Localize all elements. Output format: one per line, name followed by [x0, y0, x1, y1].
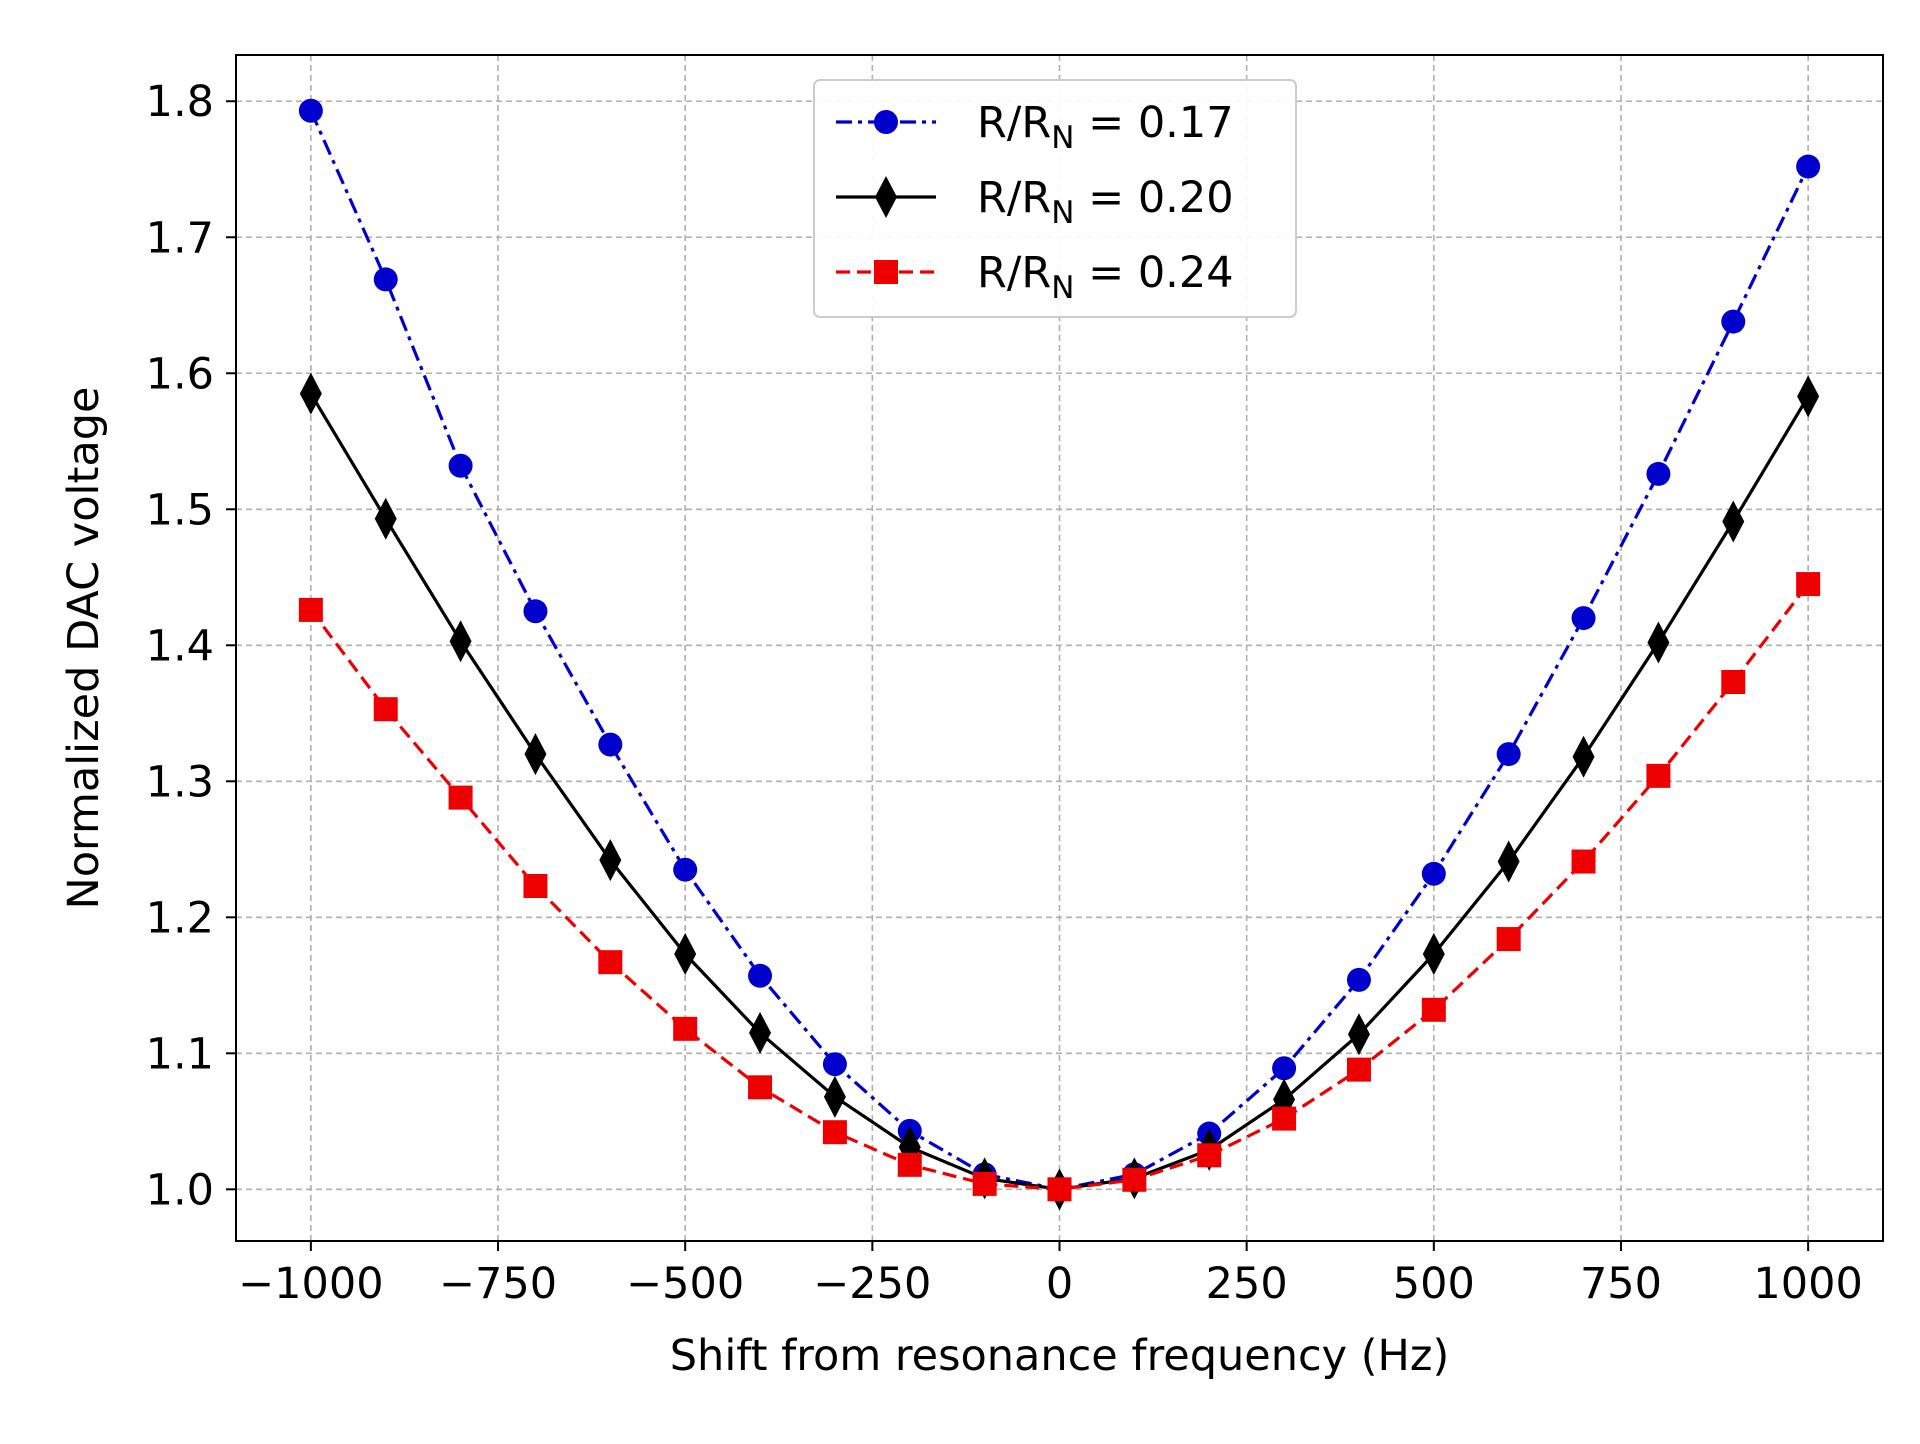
- data-point-marker: [673, 1016, 698, 1041]
- data-point-marker: [1797, 375, 1820, 418]
- data-point-marker: [298, 597, 323, 622]
- legend-marker-swatch: [874, 260, 898, 284]
- y-tick-label: 1.6: [146, 349, 214, 399]
- data-point-marker: [1197, 1143, 1222, 1168]
- data-point-marker: [1571, 849, 1596, 874]
- data-point-marker: [1272, 1056, 1297, 1081]
- data-point-marker: [749, 1011, 772, 1054]
- data-point-marker: [523, 874, 548, 899]
- data-point-marker: [598, 950, 623, 975]
- data-point-marker: [1272, 1106, 1297, 1131]
- legend-label-subscript: N: [1051, 120, 1074, 156]
- data-point-marker: [1497, 840, 1520, 883]
- data-point-marker: [374, 497, 397, 540]
- data-point-marker: [1347, 1013, 1370, 1056]
- data-point-marker: [674, 933, 697, 976]
- data-point-marker: [1346, 967, 1371, 992]
- x-tick-label: −250: [813, 1259, 931, 1309]
- data-point-marker: [523, 599, 548, 624]
- data-point-marker: [449, 620, 472, 663]
- data-point-marker: [373, 697, 398, 722]
- data-point-marker: [1646, 461, 1671, 486]
- y-tick-label: 1.8: [146, 77, 214, 127]
- legend-label-prefix: R/R: [977, 173, 1051, 223]
- legend-marker-swatch: [875, 176, 897, 218]
- legend-label-value: = 0.17: [1074, 98, 1233, 148]
- y-tick-label: 1.1: [146, 1029, 214, 1079]
- data-point-marker: [748, 1075, 773, 1100]
- legend-label-value: = 0.20: [1074, 173, 1233, 223]
- legend-label-prefix: R/R: [977, 98, 1051, 148]
- y-tick-label: 1.0: [146, 1165, 214, 1215]
- data-point-marker: [1721, 670, 1746, 695]
- x-tick-label: 500: [1393, 1259, 1475, 1309]
- data-point-marker: [822, 1052, 847, 1077]
- data-point-marker: [599, 839, 622, 882]
- data-point-marker: [1721, 309, 1746, 334]
- legend-label: R/RN = 0.20: [977, 173, 1234, 231]
- data-point-marker: [1421, 861, 1446, 886]
- legend-box: [813, 79, 1297, 318]
- data-point-marker: [1571, 606, 1596, 631]
- data-point-marker: [1796, 572, 1821, 597]
- data-point-marker: [1496, 927, 1521, 952]
- legend-entry-1: R/RN = 0.17: [836, 98, 1234, 156]
- y-tick-label: 1.7: [146, 213, 214, 263]
- data-point-marker: [448, 785, 473, 810]
- x-tick-label: 0: [1046, 1259, 1073, 1309]
- data-point-marker: [897, 1152, 922, 1177]
- data-point-marker: [1647, 621, 1670, 664]
- legend-label-subscript: N: [1051, 195, 1074, 231]
- x-tick-label: −1000: [238, 1259, 383, 1309]
- data-point-marker: [823, 1075, 846, 1118]
- data-point-marker: [972, 1171, 997, 1196]
- data-point-marker: [1421, 997, 1446, 1022]
- series-3: [298, 572, 1821, 1202]
- y-tick-label: 1.3: [146, 757, 214, 807]
- x-tick-label: 750: [1580, 1259, 1662, 1309]
- y-tick-label: 1.2: [146, 893, 214, 943]
- legend-label-value: = 0.24: [1074, 248, 1233, 298]
- data-point-marker: [373, 267, 398, 292]
- series-layer: [298, 98, 1821, 1211]
- x-tick-label: 250: [1206, 1259, 1288, 1309]
- legend-label: R/RN = 0.17: [977, 98, 1234, 156]
- data-point-marker: [1496, 742, 1521, 767]
- legend-label: R/RN = 0.24: [977, 248, 1234, 306]
- x-tick-label: 1000: [1753, 1259, 1862, 1309]
- data-point-marker: [1646, 763, 1671, 788]
- data-point-marker: [1572, 735, 1595, 778]
- x-axis-label: Shift from resonance frequency (Hz): [670, 1331, 1449, 1381]
- data-point-marker: [1722, 500, 1745, 543]
- legend-label-prefix: R/R: [977, 248, 1051, 298]
- data-point-marker: [748, 963, 773, 988]
- y-tick-label: 1.5: [146, 485, 214, 535]
- axis-ticks: −1000 −750 −500 −250 0 250 500 750 1000 1.0 1.1 1.2…: [146, 77, 1863, 1309]
- legend-marker-swatch: [874, 110, 898, 134]
- data-point-marker: [298, 98, 323, 123]
- legend: R/RN = 0.17R/RN = 0.20R/RN = 0.24: [813, 79, 1297, 318]
- legend-label-subscript: N: [1051, 270, 1074, 306]
- x-tick-label: −750: [439, 1259, 557, 1309]
- x-tick-label: −500: [626, 1259, 744, 1309]
- data-point-marker: [1796, 154, 1821, 179]
- data-point-marker: [1047, 1177, 1072, 1202]
- data-point-marker: [822, 1120, 847, 1145]
- data-point-marker: [299, 372, 322, 415]
- data-point-marker: [673, 857, 698, 882]
- data-point-marker: [1422, 933, 1445, 976]
- data-point-marker: [598, 732, 623, 757]
- data-point-marker: [448, 453, 473, 478]
- y-tick-label: 1.4: [146, 621, 214, 671]
- legend-entry-2: R/RN = 0.20: [836, 173, 1234, 231]
- y-axis-label: Normalized DAC voltage: [59, 387, 109, 910]
- data-point-marker: [1122, 1167, 1147, 1192]
- data-point-marker: [524, 733, 547, 776]
- data-point-marker: [1346, 1057, 1371, 1082]
- legend-entry-3: R/RN = 0.24: [836, 248, 1234, 306]
